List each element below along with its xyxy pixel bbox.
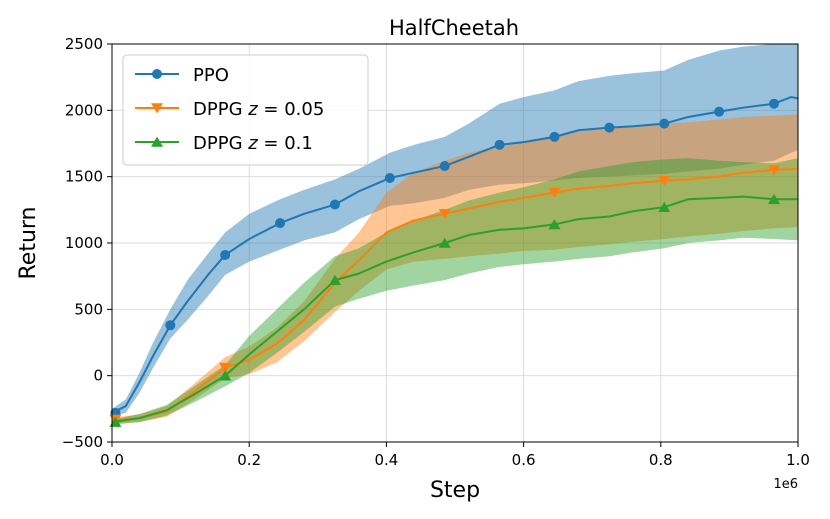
y-tick-label: 1000 (65, 234, 103, 252)
marker-dppg-z-0-05 (219, 362, 232, 374)
marker-ppo (329, 199, 340, 210)
x-axis-ticks: 0.0 0.2 0.4 0.6 0.8 1.0 (100, 442, 810, 469)
chart-title: HalfCheetah (389, 16, 519, 40)
legend-marker (151, 103, 163, 114)
y-tick-label: 500 (74, 300, 103, 318)
x-tick-label: 0.4 (374, 451, 398, 469)
legend-label: DPPG z = 0.05 (193, 99, 324, 120)
y-tick-label: 1500 (65, 168, 103, 186)
y-tick-label: 0 (93, 367, 103, 385)
marker-dppg-z-0-05 (658, 175, 671, 187)
legend-label: DPPG z = 0.1 (193, 133, 313, 154)
marker-ppo (768, 98, 779, 109)
y-axis-ticks: −500 0 500 1000 1500 2000 2500 (62, 35, 112, 451)
marker-dppg-z-0-1 (328, 274, 341, 285)
line-dppg-z-0-05 (111, 167, 799, 422)
series-markers (109, 98, 780, 427)
marker-dppg-z-0-1 (548, 219, 561, 230)
series-lines (111, 96, 799, 424)
marker-ppo (494, 139, 505, 150)
marker-dppg-z-0-1 (767, 193, 780, 205)
marker-ppo (714, 106, 725, 117)
legend-marker (151, 136, 163, 147)
band-dppg-z-0-05 (112, 114, 798, 424)
marker-dppg-z-0-05 (438, 209, 451, 220)
x-axis-label: Step (430, 478, 480, 503)
line-dppg-z-0-1 (111, 195, 798, 424)
legend-box (122, 54, 369, 166)
band-dppg-z-0-1 (112, 158, 798, 425)
legend: PPO DPPG z = 0.05 DPPG z = 0.1 (122, 54, 369, 166)
marker-ppo (275, 218, 286, 229)
marker-dppg-z-0-1 (219, 370, 232, 381)
marker-ppo (439, 161, 450, 172)
x-tick-label: 0.6 (512, 451, 536, 469)
x-tick-label: 0.8 (649, 451, 673, 469)
marker-dppg-z-0-05 (548, 187, 561, 198)
legend-marker (152, 69, 162, 79)
x-tick-label: 0.2 (237, 451, 261, 469)
marker-ppo (549, 131, 560, 142)
marker-ppo (165, 320, 176, 331)
y-tick-label: −500 (62, 433, 103, 451)
y-tick-label: 2000 (65, 101, 103, 119)
marker-ppo (659, 118, 670, 129)
marker-ppo (384, 172, 395, 183)
marker-dppg-z-0-1 (438, 237, 451, 248)
x-tick-label: 0.0 (100, 451, 124, 469)
legend-label: PPO (193, 65, 229, 86)
line-ppo (111, 96, 799, 414)
band-ppo (112, 44, 798, 417)
marker-dppg-z-0-1 (658, 201, 671, 212)
marker-dppg-z-0-05 (767, 165, 780, 176)
x-offset-label: 1e6 (773, 477, 798, 492)
y-axis-label: Return (16, 206, 41, 279)
marker-ppo (604, 122, 615, 133)
y-tick-label: 2500 (65, 35, 103, 53)
x-tick-label: 1.0 (786, 451, 810, 469)
marker-ppo (220, 249, 231, 260)
confidence-bands (112, 44, 798, 425)
